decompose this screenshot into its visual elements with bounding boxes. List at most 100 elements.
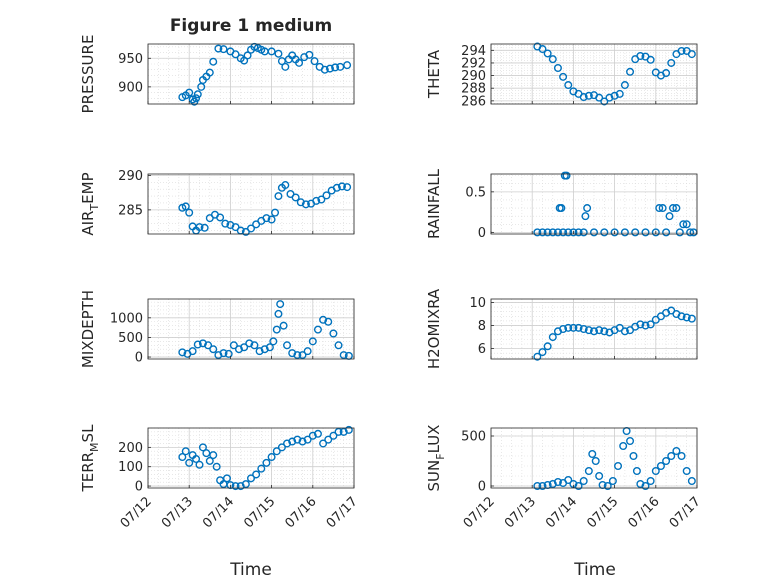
data-point xyxy=(687,314,696,323)
data-point xyxy=(257,464,266,473)
y-tick-label: 950 xyxy=(118,52,143,67)
data-point xyxy=(245,339,254,348)
data-point xyxy=(276,300,285,309)
panel-h2omixra: 6 8 10 H2OMIXRA xyxy=(425,288,698,369)
data-point xyxy=(329,329,338,338)
data-point xyxy=(250,42,259,51)
data-point xyxy=(667,58,676,67)
data-point xyxy=(636,320,645,329)
data-point xyxy=(188,347,197,356)
data-point xyxy=(538,482,547,491)
y-tick-label: 500 xyxy=(461,430,486,445)
panel-sun-flux: 0 500 SUNFLUX 07/12 07/13 07/14 07/15 07/16 07/1… xyxy=(425,425,704,532)
data-point xyxy=(271,208,280,217)
data-point xyxy=(229,341,238,350)
data-point xyxy=(337,182,346,191)
y-tick-label: 292 xyxy=(461,56,486,71)
data-point xyxy=(595,93,604,102)
data-point xyxy=(588,450,597,459)
x-axis-label-right: Time xyxy=(573,560,616,580)
data-point xyxy=(205,456,214,465)
y-tick-label: 290 xyxy=(461,69,486,84)
data-point xyxy=(574,323,583,332)
axes-box xyxy=(490,427,698,489)
data-point xyxy=(281,181,290,190)
data-point xyxy=(212,462,221,471)
data-point xyxy=(579,477,588,486)
data-point xyxy=(636,52,645,61)
data-point xyxy=(344,425,353,434)
data-point xyxy=(620,327,629,336)
data-point xyxy=(584,326,593,335)
data-point xyxy=(250,341,259,350)
axes-box xyxy=(147,173,355,235)
data-point xyxy=(584,91,593,100)
data-point xyxy=(267,215,276,224)
data-point xyxy=(679,220,688,229)
data-point xyxy=(240,343,249,352)
data-point xyxy=(329,431,338,440)
y-axis-label-h2omixra: H2OMIXRA xyxy=(425,288,443,369)
panel-mixdepth: 0 500 1000 MIXDEPTH xyxy=(79,290,355,368)
data-point xyxy=(579,93,588,102)
data-point xyxy=(538,348,547,357)
data-point xyxy=(610,228,619,237)
data-point xyxy=(185,458,194,467)
data-point xyxy=(343,183,352,192)
y-tick-label: 200 xyxy=(118,441,143,456)
data-point xyxy=(655,204,664,213)
data-point xyxy=(219,349,228,358)
data-point xyxy=(265,343,274,352)
data-point xyxy=(553,228,562,237)
data-point xyxy=(308,337,317,346)
data-point xyxy=(564,228,573,237)
panel-rainfall: 0 0.5 RAINFALL xyxy=(425,168,698,241)
data-point xyxy=(553,63,562,72)
x-tick-label: 07/15 xyxy=(584,494,621,531)
data-point xyxy=(533,352,542,361)
data-point xyxy=(246,474,255,483)
data-point xyxy=(559,72,568,81)
data-point xyxy=(682,220,691,229)
data-point xyxy=(631,228,640,237)
data-point xyxy=(313,325,322,334)
data-point xyxy=(579,228,588,237)
y-axis-label-air-temp: AIRTEMP xyxy=(79,172,101,235)
data-point xyxy=(590,327,599,336)
data-point xyxy=(325,64,334,73)
y-tick-label: 294 xyxy=(461,44,486,59)
data-point xyxy=(288,437,297,446)
data-point xyxy=(267,453,276,462)
data-point xyxy=(231,50,240,59)
data-point xyxy=(224,349,233,358)
x-tick-label: 07/13 xyxy=(159,494,196,531)
x-tick-label: 07/12 xyxy=(118,494,155,531)
data-point xyxy=(646,320,655,329)
data-point xyxy=(324,317,333,326)
data-point xyxy=(295,58,304,67)
y-tick-label: 0 xyxy=(478,226,486,241)
data-point xyxy=(626,67,635,76)
data-point xyxy=(591,457,600,466)
y-tick-label: 0.5 xyxy=(465,185,486,200)
y-tick-label: 100 xyxy=(118,460,143,475)
data-point xyxy=(339,351,348,360)
data-point xyxy=(651,467,660,476)
data-point xyxy=(687,477,696,486)
data-point xyxy=(656,462,665,471)
data-point xyxy=(283,341,292,350)
data-point xyxy=(252,470,261,479)
data-point xyxy=(178,348,187,357)
data-point xyxy=(298,351,307,360)
y-axis-label-pressure: PRESSURE xyxy=(79,35,97,114)
data-point xyxy=(636,480,645,489)
y-axis-label-sun-flux: SUNFLUX xyxy=(425,425,447,492)
data-point xyxy=(205,68,214,77)
data-point xyxy=(195,223,204,232)
data-point xyxy=(192,94,201,103)
data-point xyxy=(615,89,624,98)
data-point xyxy=(564,476,573,485)
data-point xyxy=(559,228,568,237)
data-point xyxy=(214,44,223,53)
